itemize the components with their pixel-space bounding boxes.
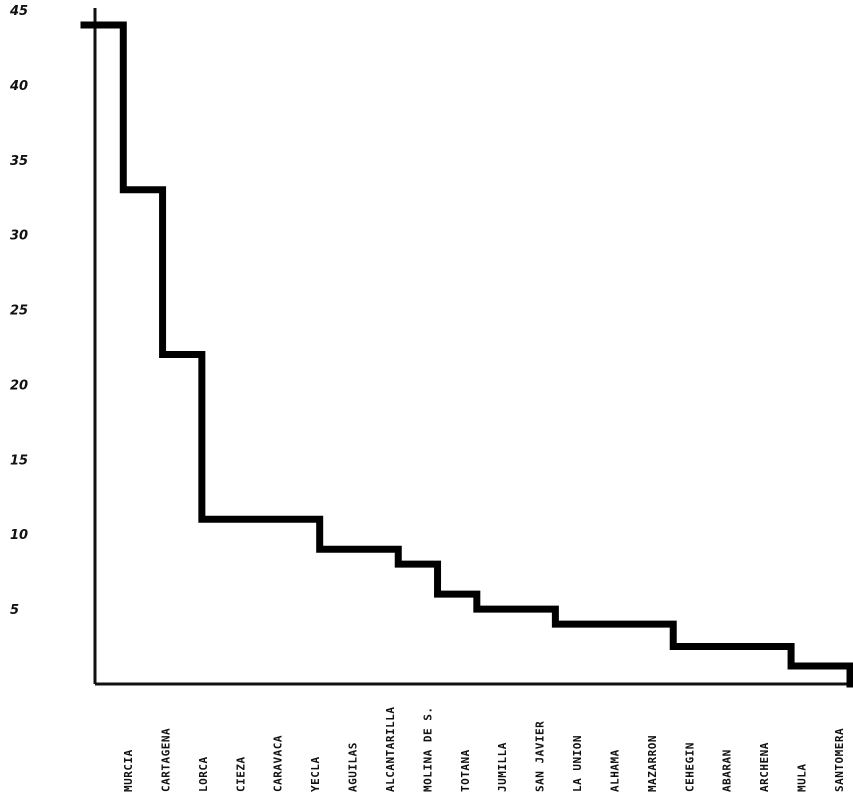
y-tick-label: 20 — [10, 378, 28, 393]
y-tick-label: 15 — [10, 453, 28, 468]
x-category-label: CIEZA — [234, 756, 247, 792]
x-category-label: ARCHENA — [758, 742, 771, 792]
x-category-label: MOLINA DE S. — [421, 707, 434, 792]
y-tick-labels: 45 40 35 30 25 20 15 10 5 — [9, 4, 28, 618]
series-group — [80, 21, 853, 688]
x-category-label: MURCIA — [122, 749, 135, 792]
x-category-label: MULA — [796, 764, 809, 793]
x-category-label: MAZARRON — [646, 735, 659, 792]
x-category-label: ALHAMA — [608, 749, 621, 792]
series-step-line — [80, 21, 853, 688]
x-category-label: SAN JAVIER — [534, 721, 547, 792]
y-tick-label: 40 — [9, 79, 28, 94]
y-tick-label: 10 — [10, 528, 28, 543]
y-tick-label: 25 — [10, 304, 28, 319]
x-category-label: ALCANTARILLA — [384, 707, 397, 792]
x-category-label: CEHEGIN — [683, 742, 696, 792]
x-category-label: ABARAN — [721, 749, 734, 792]
x-category-label: CARAVACA — [272, 735, 285, 792]
x-category-label: AGUILAS — [347, 742, 360, 792]
x-category-label: LA UNION — [571, 735, 584, 792]
x-category-label: TOTANA — [459, 749, 472, 792]
x-category-label: JUMILLA — [496, 742, 509, 792]
x-category-labels: MURCIA CARTAGENA LORCA CIEZA CARAVACA YECLA AG… — [122, 707, 846, 792]
y-tick-label: 45 — [9, 4, 28, 19]
axes — [93, 8, 853, 686]
y-tick-label: 30 — [10, 229, 28, 244]
y-tick-label: 35 — [10, 154, 28, 169]
x-category-label: LORCA — [197, 756, 210, 792]
y-tick-label: 5 — [10, 603, 19, 618]
x-category-label: CARTAGENA — [159, 728, 172, 792]
x-category-label: YECLA — [309, 756, 322, 792]
x-category-label: SANTOMERA — [833, 728, 846, 792]
